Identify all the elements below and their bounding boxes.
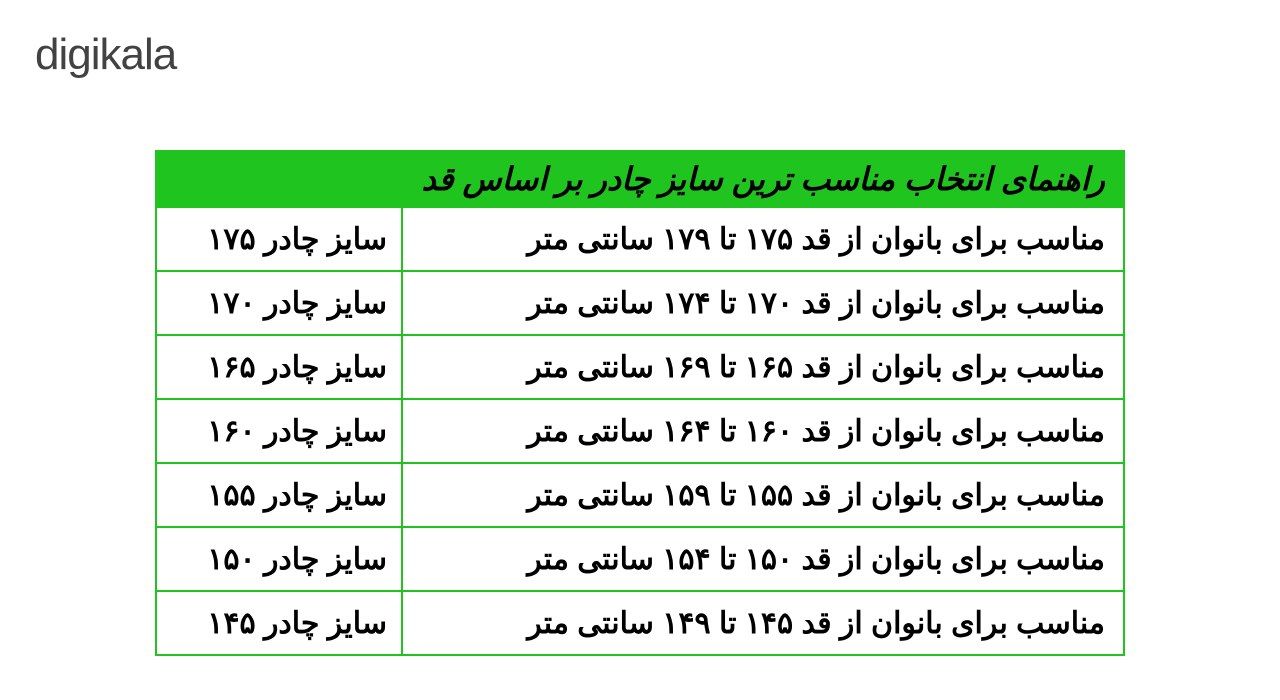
cell-description: مناسب برای بانوان از قد ۱۶۰ تا ۱۶۴ سانتی… — [401, 400, 1125, 464]
cell-description: مناسب برای بانوان از قد ۱۶۵ تا ۱۶۹ سانتی… — [401, 336, 1125, 400]
cell-size: سایز چادر ۱۵۵ — [155, 464, 401, 528]
cell-description: مناسب برای بانوان از قد ۱۷۰ تا ۱۷۴ سانتی… — [401, 272, 1125, 336]
table-header-text: راهنمای انتخاب مناسب ترین سایز چادر بر ا… — [422, 161, 1105, 197]
cell-size: سایز چادر ۱۴۵ — [155, 592, 401, 656]
cell-size: سایز چادر ۱۶۰ — [155, 400, 401, 464]
cell-description: مناسب برای بانوان از قد ۱۷۵ تا ۱۷۹ سانتی… — [401, 208, 1125, 272]
table-row: مناسب برای بانوان از قد ۱۵۵ تا ۱۵۹ سانتی… — [155, 464, 1125, 528]
table-row: مناسب برای بانوان از قد ۱۵۰ تا ۱۵۴ سانتی… — [155, 528, 1125, 592]
brand-logo: digikala — [35, 30, 176, 80]
size-guide-table: راهنمای انتخاب مناسب ترین سایز چادر بر ا… — [155, 150, 1125, 656]
cell-size: سایز چادر ۱۶۵ — [155, 336, 401, 400]
cell-size: سایز چادر ۱۵۰ — [155, 528, 401, 592]
table-row: مناسب برای بانوان از قد ۱۴۵ تا ۱۴۹ سانتی… — [155, 592, 1125, 656]
cell-description: مناسب برای بانوان از قد ۱۵۵ تا ۱۵۹ سانتی… — [401, 464, 1125, 528]
table-row: مناسب برای بانوان از قد ۱۷۰ تا ۱۷۴ سانتی… — [155, 272, 1125, 336]
cell-size: سایز چادر ۱۷۰ — [155, 272, 401, 336]
table-row: مناسب برای بانوان از قد ۱۶۰ تا ۱۶۴ سانتی… — [155, 400, 1125, 464]
cell-description: مناسب برای بانوان از قد ۱۵۰ تا ۱۵۴ سانتی… — [401, 528, 1125, 592]
table-row: مناسب برای بانوان از قد ۱۷۵ تا ۱۷۹ سانتی… — [155, 208, 1125, 272]
table-header: راهنمای انتخاب مناسب ترین سایز چادر بر ا… — [155, 150, 1125, 208]
cell-size: سایز چادر ۱۷۵ — [155, 208, 401, 272]
cell-description: مناسب برای بانوان از قد ۱۴۵ تا ۱۴۹ سانتی… — [401, 592, 1125, 656]
table-row: مناسب برای بانوان از قد ۱۶۵ تا ۱۶۹ سانتی… — [155, 336, 1125, 400]
